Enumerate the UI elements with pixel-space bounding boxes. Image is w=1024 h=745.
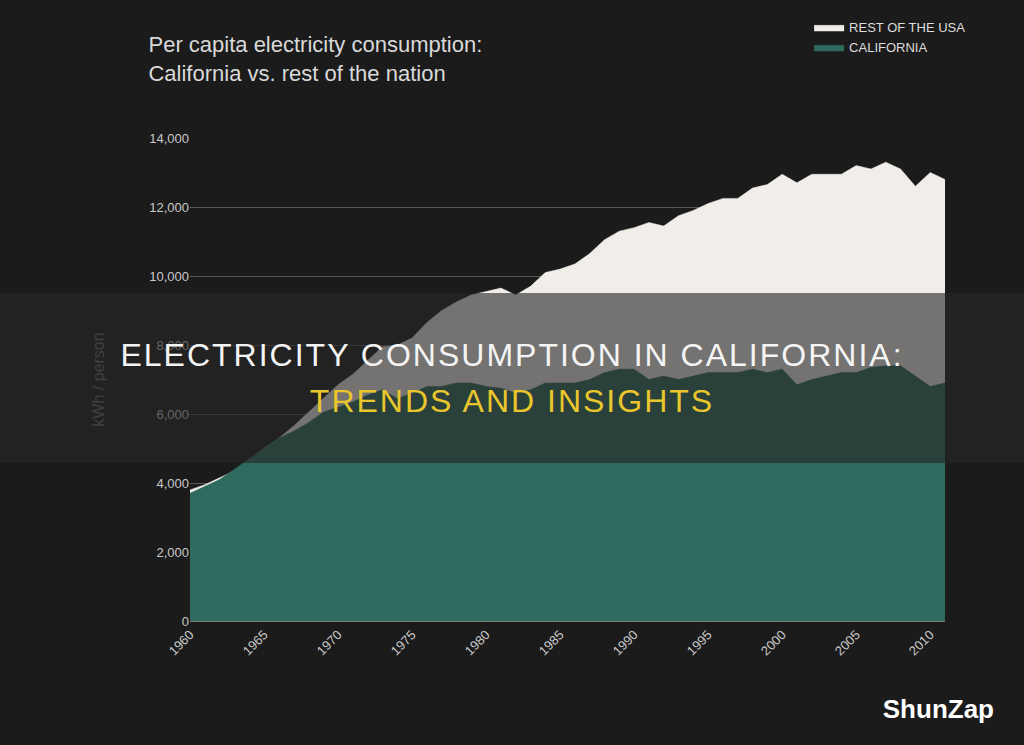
svg-text:6,000: 6,000 [156, 407, 189, 422]
svg-text:8,000: 8,000 [156, 338, 189, 353]
svg-text:2010: 2010 [906, 627, 937, 658]
svg-text:12,000: 12,000 [149, 200, 189, 215]
svg-text:kWh / person: kWh / person [90, 332, 107, 426]
svg-text:Per capita electricity consump: Per capita electricity consumption:Calif… [148, 32, 482, 86]
svg-text:1970: 1970 [314, 627, 345, 658]
svg-text:2,000: 2,000 [156, 545, 189, 560]
svg-text:4,000: 4,000 [156, 476, 189, 491]
svg-text:1960: 1960 [166, 627, 197, 658]
svg-text:1975: 1975 [388, 627, 419, 658]
svg-text:10,000: 10,000 [149, 269, 189, 284]
svg-text:CALIFORNIA: CALIFORNIA [849, 40, 927, 55]
svg-text:REST OF THE USA: REST OF THE USA [849, 20, 965, 35]
svg-text:2005: 2005 [832, 627, 863, 658]
svg-text:14,000: 14,000 [149, 131, 189, 146]
svg-text:1980: 1980 [462, 627, 493, 658]
svg-text:2000: 2000 [758, 627, 789, 658]
svg-text:1985: 1985 [536, 627, 567, 658]
svg-text:1965: 1965 [240, 627, 271, 658]
svg-text:1995: 1995 [684, 627, 715, 658]
svg-text:1990: 1990 [610, 627, 641, 658]
svg-text:0: 0 [182, 614, 189, 629]
